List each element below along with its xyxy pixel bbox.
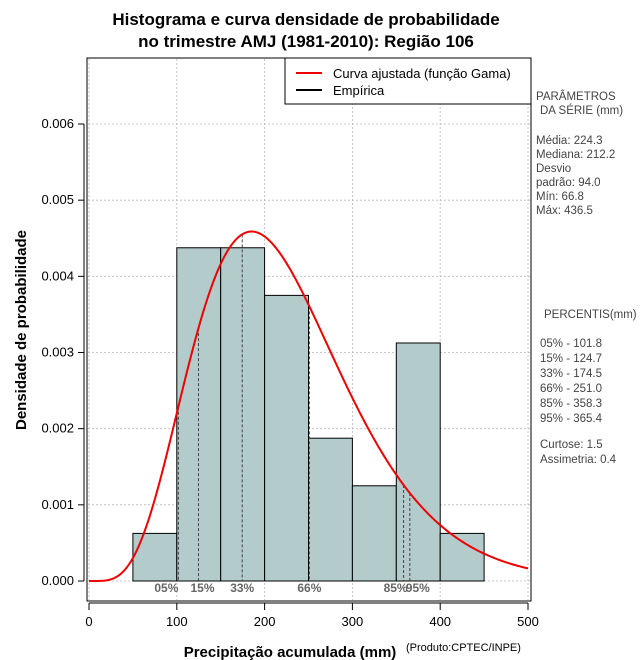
param-mediana: Mediana: 212.2	[536, 149, 615, 161]
x-tick-label-2: 200	[254, 614, 276, 629]
percentil-15: 15% - 124.7	[540, 353, 602, 365]
y-axis-label: Densidade de probabilidade	[13, 230, 30, 430]
x-tick-label-1: 100	[166, 614, 188, 629]
credit-label: (Produto:CPTEC/INPE)	[406, 642, 521, 654]
percentile-label-2: 33%	[230, 581, 254, 595]
params-title-line-1: PARÂMETROS	[536, 90, 616, 103]
y-tick-label-6: 0.006	[41, 116, 74, 131]
percentil-85: 85% - 358.3	[540, 398, 602, 410]
histogram-bar-6	[395, 342, 441, 582]
percentile-label-4: 85%	[384, 581, 408, 595]
param-min: Mín: 66.8	[536, 191, 584, 203]
legend-box	[284, 57, 532, 105]
param-padrao: padrão: 94.0	[536, 177, 601, 189]
chart-title-line-1: Histograma e curva densidade de probabil…	[112, 10, 499, 29]
percentis-title: PERCENTIS(mm)	[544, 309, 637, 321]
y-tick-label-2: 0.002	[41, 421, 74, 436]
x-axis-label: Precipitação acumulada (mm)	[184, 644, 397, 660]
param-media: Média: 224.3	[536, 135, 603, 147]
params-title-line-2: DA SÉRIE (mm)	[540, 104, 623, 117]
percentile-label-5: 95%	[406, 581, 430, 595]
y-tick-label-1: 0.001	[41, 497, 74, 512]
histogram-bar-5	[351, 485, 397, 582]
percentil-33: 33% - 174.5	[540, 368, 602, 380]
percentil-05: 05% - 101.8	[540, 338, 602, 350]
legend-label-empirical: Empírica	[333, 83, 385, 98]
y-tick-label-4: 0.004	[41, 268, 74, 283]
histogram-bar-0	[132, 532, 178, 582]
percentile-label-1: 15%	[190, 581, 214, 595]
x-axis: 0 100 200 300 400 500	[85, 602, 539, 629]
percentile-labels: 05% 15% 33% 66% 85%95%	[154, 581, 430, 595]
x-tick-label-4: 400	[429, 614, 451, 629]
side-panel: PARÂMETROS DA SÉRIE (mm) Média: 224.3 Me…	[536, 90, 637, 466]
assimetria-value: Assimetria: 0.4	[540, 454, 617, 466]
y-tick-label-3: 0.003	[41, 345, 74, 360]
y-tick-label-0: 0.000	[41, 573, 74, 588]
x-tick-label-0: 0	[85, 614, 92, 629]
param-desvio: Desvio	[536, 163, 571, 175]
x-tick-label-3: 300	[342, 614, 364, 629]
curtose-value: Curtose: 1.5	[540, 439, 603, 451]
percentile-label-3: 66%	[297, 581, 321, 595]
histogram-bar-3	[264, 294, 310, 582]
x-tick-label-5: 500	[517, 614, 539, 629]
percentil-95: 95% - 365.4	[540, 413, 603, 425]
param-max: Máx: 436.5	[536, 205, 593, 217]
percentile-lines	[177, 234, 411, 581]
y-axis: 0.000 0.001 0.002 0.003 0.004 0.005 0.006	[41, 116, 85, 588]
legend: Curva ajustada (função Gama) Empírica	[284, 57, 532, 105]
fitted-gamma-curve	[89, 230, 529, 582]
chart-title-line-2: no trimestre AMJ (1981-2010): Região 106	[138, 32, 474, 51]
percentile-label-0: 05%	[154, 581, 178, 595]
histogram-bar-4	[308, 437, 353, 582]
fitted-curve-group	[89, 230, 529, 582]
legend-label-fitted: Curva ajustada (função Gama)	[333, 66, 511, 81]
histogram-bars	[132, 247, 485, 582]
y-tick-label-5: 0.005	[41, 192, 74, 207]
percentil-66: 66% - 251.0	[540, 383, 602, 395]
